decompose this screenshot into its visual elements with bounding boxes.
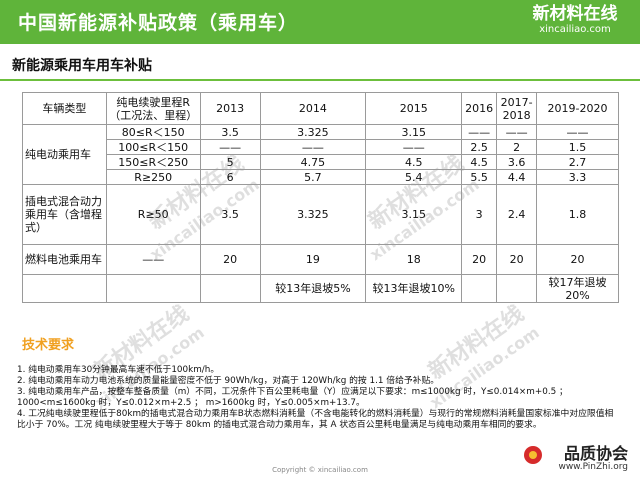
header-year: 2015 [365, 92, 463, 125]
value-cell: 3.325 [259, 184, 367, 245]
table-row: R≥250 6 5.7 5.4 5.5 4.4 3.3 [23, 169, 619, 185]
logo-text-cn: 新材料在线 [532, 4, 618, 24]
header-year: 2014 [259, 92, 367, 125]
requirements-list: 1. 纯电动乘用车30分钟最高车速不低于100km/h。 2. 纯电动乘用车动力… [17, 365, 617, 431]
range-cell: 80≤R＜150 [105, 124, 201, 140]
value-cell: 3.6 [496, 154, 538, 170]
pinzhi-url: www.PinZhi.org [558, 462, 628, 472]
pinzhi-text-cn: 品质协会 [563, 444, 628, 463]
value-cell: 20 [461, 244, 498, 275]
value-cell: 3 [461, 184, 498, 245]
empty-cell [496, 274, 538, 303]
value-cell: 5.5 [461, 169, 498, 185]
requirement-item: 3. 纯电动乘用车产品，按整车整备质量（m）不同，工况条件下百公里耗电量（Y）应… [17, 387, 568, 408]
value-cell: 3.5 [199, 124, 261, 140]
value-cell: 5.7 [259, 169, 367, 185]
note-2014: 较13年退坡5% [259, 274, 367, 303]
note-2019: 较17年退坡20% [536, 274, 619, 303]
value-cell: 3.15 [365, 124, 463, 140]
value-cell: 18 [365, 244, 463, 275]
header-range: 纯电续驶里程R（工况法、里程） [105, 92, 201, 125]
value-cell: 4.5 [365, 154, 463, 170]
page-title: 中国新能源补贴政策（乘用车） [18, 12, 299, 34]
fcev-label: 燃料电池乘用车 [22, 244, 107, 275]
value-cell: 3.5 [199, 184, 261, 245]
header-year: 2017-2018 [496, 92, 538, 125]
table-row: 燃料电池乘用车 —— 20 19 18 20 20 20 [22, 244, 619, 275]
header-bar: 中国新能源补贴政策（乘用车） 新材料在线 xincailiao.com [0, 0, 640, 44]
value-cell: —— [496, 124, 538, 140]
value-cell: —— [461, 124, 498, 140]
header-year: 2016 [461, 92, 498, 125]
value-cell: 20 [199, 244, 261, 275]
requirements-title: 技术要求 [22, 338, 75, 353]
logo-text-en: xincailiao.com [539, 24, 611, 35]
table-notes-row: 较13年退坡5% 较13年退坡10% 较17年退坡20% [22, 274, 619, 303]
range-cell: R≥50 [105, 184, 201, 245]
brand-logo[interactable]: 新材料在线 xincailiao.com [520, 4, 630, 42]
empty-cell [105, 274, 201, 303]
header-year: 2013 [199, 92, 261, 125]
value-cell: —— [536, 124, 619, 140]
pinzhi-logo: 品质协会 www.PinZhi.org [522, 440, 632, 476]
value-cell: 3.15 [365, 184, 463, 245]
value-cell: 5.4 [365, 169, 463, 185]
value-cell: 3.3 [536, 169, 619, 185]
value-cell: —— [199, 139, 261, 155]
value-cell: 2.7 [536, 154, 619, 170]
value-cell: 4.4 [496, 169, 538, 185]
requirement-item: 1. 纯电动乘用车30分钟最高车速不低于100km/h。 [17, 365, 220, 375]
table-row: 150≤R＜250 5 4.75 4.5 4.5 3.6 2.7 [23, 154, 619, 170]
range-cell: 150≤R＜250 [105, 154, 201, 170]
section-subtitle: 新能源乘用车用车补贴 [12, 58, 152, 74]
note-2015: 较13年退坡10% [365, 274, 463, 303]
header-year: 2019-2020 [536, 92, 619, 125]
empty-cell [199, 274, 261, 303]
bev-label: 纯电动乘用车 [22, 124, 107, 185]
empty-cell [461, 274, 498, 303]
value-cell: —— [259, 139, 367, 155]
value-cell: 4.5 [461, 154, 498, 170]
header-vehicle-type: 车辆类型 [22, 92, 107, 125]
range-cell: —— [105, 244, 201, 275]
divider [0, 79, 640, 81]
value-cell: 1.8 [536, 184, 619, 245]
value-cell: 2 [496, 139, 538, 155]
value-cell: 1.5 [536, 139, 619, 155]
table-row: 纯电动乘用车 80≤R＜150 3.5 3.325 3.15 —— —— —— [22, 124, 619, 185]
range-cell: 100≤R＜150 [105, 139, 201, 155]
value-cell: 20 [536, 244, 619, 275]
requirement-item: 2. 纯电动乘用车动力电池系统的质量能量密度不低于 90Wh/kg，对高于 12… [17, 376, 440, 386]
value-cell: 2.4 [496, 184, 538, 245]
requirement-item: 4. 工况纯电续驶里程低于80km的插电式混合动力乘用车B状态燃料消耗量（不含电… [17, 409, 614, 430]
copyright-text: Copyright © xincailiao.com [272, 466, 368, 474]
value-cell: 5 [199, 154, 261, 170]
empty-cell [22, 274, 107, 303]
table-row: 插电式混合动力乘用车（含增程式） R≥50 3.5 3.325 3.15 3 2… [22, 184, 619, 245]
range-cell: R≥250 [105, 169, 201, 185]
value-cell: 6 [199, 169, 261, 185]
value-cell: 20 [496, 244, 538, 275]
value-cell: —— [365, 139, 463, 155]
phev-label: 插电式混合动力乘用车（含增程式） [22, 184, 107, 245]
table-header-row: 车辆类型 纯电续驶里程R（工况法、里程） 2013 2014 2015 2016… [22, 92, 619, 125]
value-cell: 19 [259, 244, 367, 275]
value-cell: 4.75 [259, 154, 367, 170]
subsidy-table: 车辆类型 纯电续驶里程R（工况法、里程） 2013 2014 2015 2016… [22, 92, 619, 303]
value-cell: 3.325 [259, 124, 367, 140]
pinzhi-emblem-icon [524, 446, 542, 464]
value-cell: 2.5 [461, 139, 498, 155]
table-row: 100≤R＜150 —— —— —— 2.5 2 1.5 [23, 139, 619, 155]
